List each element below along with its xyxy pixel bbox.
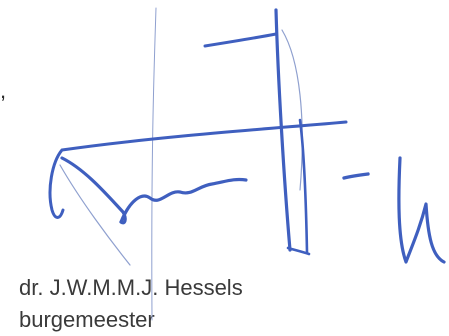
signatory-role: burgemeester	[19, 307, 155, 332]
signature-stroke	[119, 177, 248, 224]
signature-stroke	[342, 172, 370, 180]
signature-stroke	[274, 8, 292, 252]
signature-stroke	[203, 32, 278, 48]
signature-stroke	[397, 156, 446, 264]
signatory-block: dr. J.W.M.M.J. Hessels burgemeester	[19, 272, 243, 336]
signature-stroke	[60, 156, 127, 225]
signature-faint-stroke	[59, 164, 131, 266]
signature-stroke	[48, 120, 348, 219]
signature-stroke	[298, 118, 309, 254]
cropped-punctuation: ,	[0, 78, 7, 103]
signature-faint-stroke	[281, 29, 303, 191]
signature-stroke	[286, 246, 311, 256]
signatory-name: dr. J.W.M.M.J. Hessels	[19, 275, 243, 300]
